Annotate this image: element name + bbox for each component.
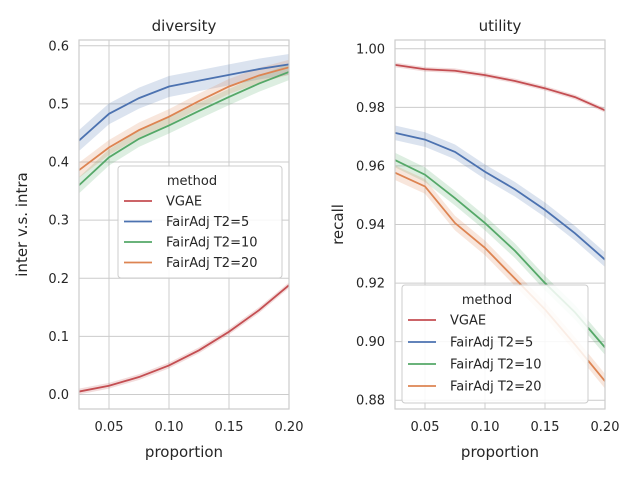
- x-tick-label: 0.20: [591, 420, 620, 435]
- x-axis-label: proportion: [461, 443, 539, 461]
- chart-title: utility: [479, 17, 522, 35]
- series-line: [394, 64, 606, 112]
- x-tick-label: 0.20: [275, 420, 304, 435]
- legend-title: method: [462, 293, 512, 308]
- legend-label: FairAdj T2=10: [450, 358, 542, 373]
- legend-label: FairAdj T2=20: [450, 380, 542, 395]
- confidence-band: [79, 53, 289, 151]
- y-axis-label: inter v.s. intra: [13, 172, 31, 276]
- confidence-band: [395, 125, 605, 267]
- y-tick-label: 0.1: [48, 330, 69, 345]
- legend-label: FairAdj T2=20: [166, 256, 258, 271]
- confidence-band: [79, 59, 289, 178]
- diversity-chart-panel: 0.05 0.10 0.15 0.20 0.0 0.1 0.2 0.3 0.4 0.5 0.6 div…: [13, 17, 303, 461]
- y-tick-label: 0.98: [356, 101, 385, 116]
- legend-box: [401, 284, 589, 404]
- legend-label: FairAdj T2=5: [166, 215, 249, 230]
- legend: method VGAE FairAdj T2=5 FairAdj T2=10 FairA…: [117, 165, 283, 279]
- utility-chart-panel: 0.05 0.10 0.15 0.20 0.88 0.90 0.92 0.94 0.96 0.98…: [329, 17, 619, 461]
- y-tick-label: 0.5: [48, 97, 69, 112]
- x-tick-label: 0.10: [471, 420, 500, 435]
- y-tick-label: 0.90: [356, 335, 385, 350]
- legend-label: VGAE: [166, 195, 202, 210]
- legend-box: [117, 165, 283, 279]
- x-tick-label: 0.15: [215, 420, 244, 435]
- confidence-band: [79, 63, 289, 194]
- legend-label: VGAE: [450, 314, 486, 329]
- legend-label: FairAdj T2=10: [166, 236, 258, 251]
- plot-frame: [394, 39, 606, 410]
- x-tick-label: 0.05: [411, 420, 440, 435]
- series-line: [78, 71, 290, 186]
- y-tick-label: 0.6: [48, 39, 69, 54]
- series-line: [78, 284, 290, 393]
- legend: method VGAE FairAdj T2=5 FairAdj T2=10 FairA…: [401, 284, 589, 404]
- chart-title: diversity: [152, 17, 217, 35]
- y-tick-label: 0.88: [356, 394, 385, 409]
- x-tick-label: 0.15: [531, 420, 560, 435]
- y-tick-label: 1.00: [356, 42, 385, 57]
- confidence-band: [395, 152, 605, 355]
- series-line: [394, 131, 606, 261]
- series-line: [78, 63, 290, 142]
- confidence-band: [395, 165, 605, 389]
- confidence-band: [79, 282, 289, 395]
- y-tick-label: 0.2: [48, 272, 69, 287]
- legend-title: method: [167, 174, 217, 189]
- x-tick-label: 0.05: [95, 420, 124, 435]
- plot-frame: [78, 39, 290, 410]
- x-axis-label: proportion: [145, 443, 223, 461]
- y-tick-label: 0.94: [356, 218, 385, 233]
- y-tick-label: 0.96: [356, 159, 385, 174]
- y-tick-label: 0.4: [48, 156, 69, 171]
- series-line: [78, 66, 290, 171]
- x-tick-label: 0.10: [155, 420, 184, 435]
- y-axis-label: recall: [329, 204, 347, 245]
- legend-label: FairAdj T2=5: [450, 336, 533, 351]
- y-tick-label: 0.0: [48, 388, 69, 403]
- y-tick-label: 0.3: [48, 214, 69, 229]
- y-tick-label: 0.92: [356, 277, 385, 292]
